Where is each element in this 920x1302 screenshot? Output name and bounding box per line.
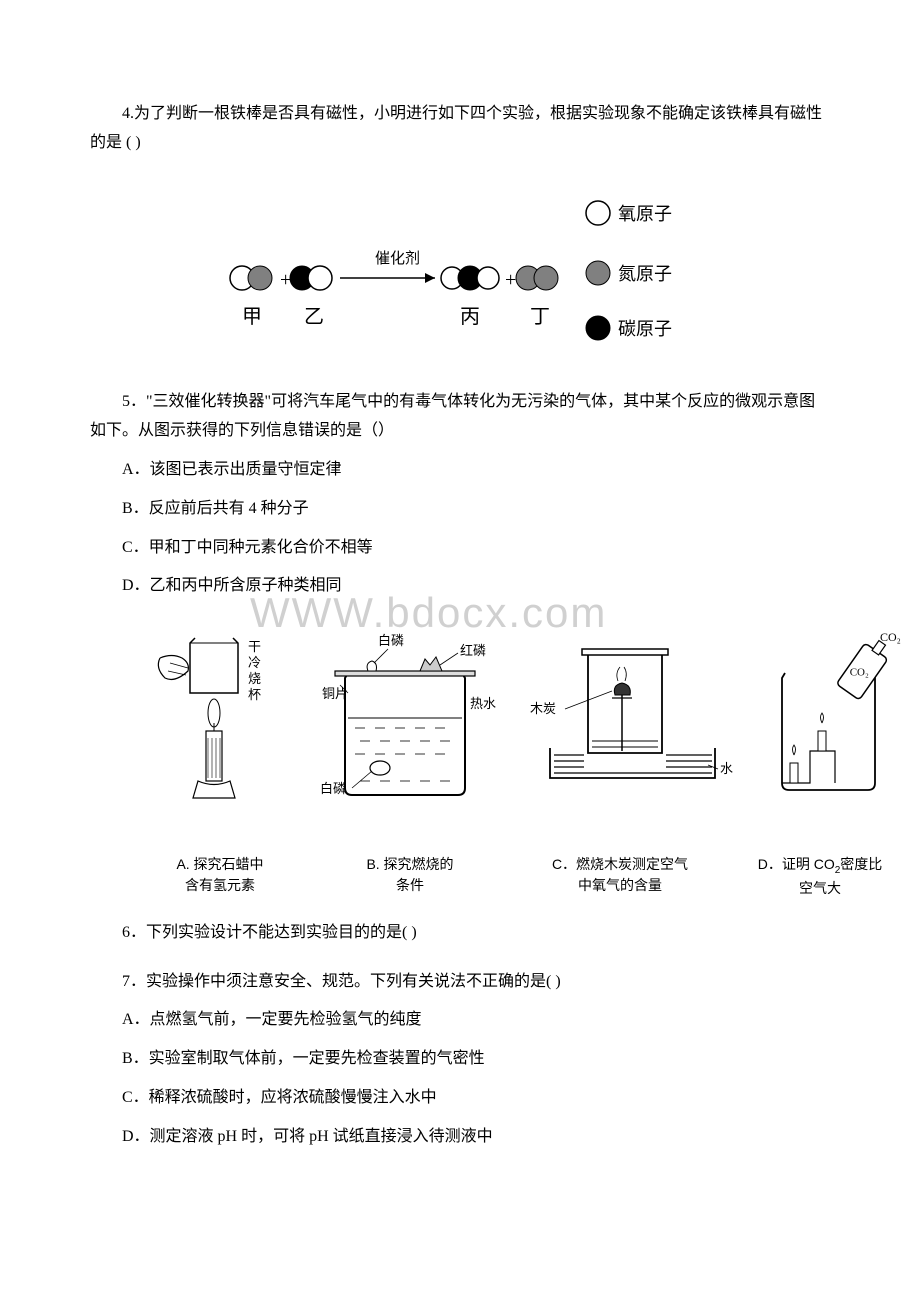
svg-text:白磷: 白磷 [320, 781, 346, 796]
exp-caption-d: D．证明 CO2密度比空气大 [730, 854, 910, 899]
svg-text:甲: 甲 [242, 306, 262, 328]
q7-option-c: C．稀释浓硫酸时，应将浓硫酸慢慢注入水中 [90, 1084, 830, 1113]
experiment-diagrams: WWW.bdocx.com 干 冷 烧 杯 [130, 613, 910, 844]
exp-caption-a: A. 探究石蜡中含有氢元素 [130, 854, 310, 899]
q5-text: 5．"三效催化转换器"可将汽车尾气中的有毒气体转化为无污染的气体，其中某个反应的… [90, 388, 830, 446]
svg-text:+: + [280, 269, 291, 291]
q5-option-b: B．反应前后共有 4 种分子 [90, 495, 830, 524]
q5-option-a: A．该图已表示出质量守恒定律 [90, 456, 830, 485]
svg-text:白磷: 白磷 [378, 633, 404, 648]
q6-text: 6．下列实验设计不能达到实验目的的是( ) [90, 919, 830, 948]
q7-option-b: B．实验室制取气体前，一定要先检查装置的气密性 [90, 1045, 830, 1074]
q4-text: 4.为了判断一根铁棒是否具有磁性，小明进行如下四个实验，根据实验现象不能确定该铁… [90, 100, 830, 158]
svg-text:铜片: 铜片 [322, 686, 348, 701]
svg-text:丁: 丁 [530, 306, 550, 328]
q5-option-c: C．甲和丁中同种元素化合价不相等 [90, 534, 830, 563]
exp-caption-b: B. 探究燃烧的条件 [310, 854, 510, 899]
svg-text:乙: 乙 [304, 306, 324, 328]
svg-text:丙: 丙 [460, 306, 480, 328]
svg-text:烧: 烧 [248, 671, 261, 686]
svg-text:CO₂: CO₂ [880, 630, 901, 644]
svg-text:干: 干 [248, 639, 261, 654]
exp-caption-c: C．燃烧木炭测定空气中氧气的含量 [510, 854, 730, 899]
reaction-diagram: + 催化剂 + 甲 乙 丙 丁 氧原子 氮原子 碳原子 [220, 178, 700, 369]
experiment-captions: A. 探究石蜡中含有氢元素 B. 探究燃烧的条件 C．燃烧木炭测定空气中氧气的含… [130, 854, 910, 899]
experiments-svg: 干 冷 烧 杯 [130, 613, 910, 833]
svg-text:水: 水 [720, 761, 733, 776]
svg-text:+: + [505, 269, 516, 291]
reaction-svg: + 催化剂 + 甲 乙 丙 丁 氧原子 氮原子 碳原子 [220, 178, 700, 358]
svg-text:碳原子: 碳原子 [618, 319, 672, 339]
svg-text:杯: 杯 [248, 687, 261, 702]
svg-text:氮原子: 氮原子 [618, 264, 672, 284]
q7-option-a: A．点燃氢气前，一定要先检验氢气的纯度 [90, 1006, 830, 1035]
svg-text:冷: 冷 [248, 655, 261, 670]
svg-text:催化剂: 催化剂 [375, 250, 420, 267]
svg-text:氧原子: 氧原子 [618, 204, 672, 224]
svg-text:CO₂: CO₂ [850, 667, 869, 679]
svg-text:红磷: 红磷 [460, 643, 486, 658]
svg-text:热水: 热水 [470, 696, 496, 711]
q7-text: 7．实验操作中须注意安全、规范。下列有关说法不正确的是( ) [90, 968, 830, 997]
q5-option-d: D．乙和丙中所含原子种类相同 [90, 572, 830, 601]
q7-option-d: D．测定溶液 pH 时，可将 pH 试纸直接浸入待测液中 [90, 1123, 830, 1152]
svg-text:木炭: 木炭 [530, 701, 556, 716]
